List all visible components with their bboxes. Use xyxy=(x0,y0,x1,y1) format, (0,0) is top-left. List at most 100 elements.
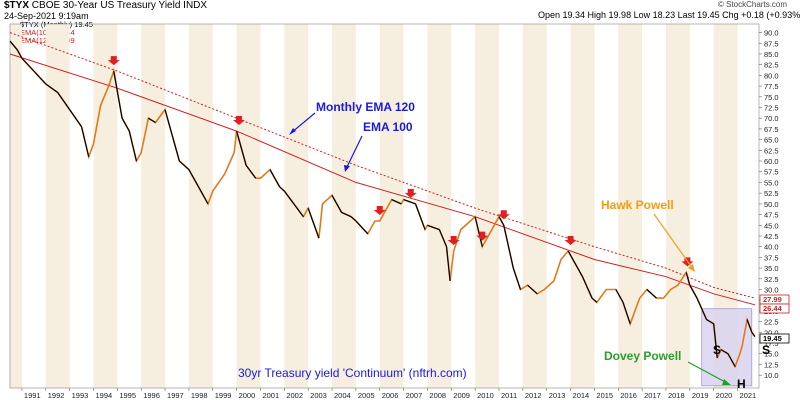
annotation-hawk: Hawk Powell xyxy=(601,198,674,212)
price-segment-down xyxy=(164,109,173,136)
y-tick-label: 70.0 xyxy=(764,114,779,123)
x-tick-label: 2020 xyxy=(716,391,733,400)
price-segment-down xyxy=(350,216,357,222)
chart-header-date: 24-Sep-2021 9:19am xyxy=(4,11,89,21)
y-tick-label: 35.0 xyxy=(764,264,779,273)
y-tick-label: 32.5 xyxy=(764,275,779,284)
price-segment-down xyxy=(727,353,736,367)
year-band xyxy=(332,24,356,388)
y-tick-label: 27.5 xyxy=(764,296,779,305)
x-tick-label: 1993 xyxy=(72,391,89,400)
x-tick-label: 1999 xyxy=(215,391,232,400)
price-tag-box xyxy=(759,333,790,344)
price-segment-down xyxy=(341,211,352,218)
x-tick-label: 2015 xyxy=(596,391,613,400)
x-tick-label: 1996 xyxy=(143,391,160,400)
x-tick-label: 2011 xyxy=(501,391,517,400)
y-tick-label: 40.0 xyxy=(764,243,779,252)
annotation-arrow-hawk xyxy=(653,213,694,270)
y-tick-label: 87.5 xyxy=(764,39,779,48)
year-band xyxy=(618,24,643,388)
hs-highlight-box xyxy=(701,308,753,387)
price-segment-down xyxy=(591,297,598,303)
price-segment-down xyxy=(713,323,718,359)
price-segment-down xyxy=(581,276,593,299)
y-tick-label: 15.0 xyxy=(764,350,779,359)
annotation-h: H xyxy=(737,377,746,391)
series-ema100-line xyxy=(9,53,756,306)
price-segment-down xyxy=(307,207,320,239)
red-arrow-marker xyxy=(681,257,694,267)
year-band xyxy=(570,24,595,388)
price-segment-down xyxy=(269,169,281,188)
year-band xyxy=(188,24,213,388)
annotation-arrow-dovey xyxy=(687,361,728,384)
red-arrow-marker xyxy=(447,235,460,245)
red-arrow-marker xyxy=(476,231,489,241)
x-tick-label: 2012 xyxy=(525,391,542,400)
annotation-s-right: S xyxy=(762,343,770,357)
legend-entry-ema120: EMA(120) 27.99 xyxy=(10,37,75,45)
annotation-dovey: Dovey Powell xyxy=(604,349,681,363)
x-tick-label: 2006 xyxy=(382,391,399,400)
x-tick-label: 2010 xyxy=(477,391,494,400)
annotation-arrow-ema100 xyxy=(345,135,363,170)
annotation-ema100: EMA 100 xyxy=(363,120,413,134)
price-tag-box xyxy=(759,294,790,305)
x-tick-label: 1992 xyxy=(48,391,65,400)
y-tick-label: 55.0 xyxy=(764,178,779,187)
year-band xyxy=(10,24,22,388)
series-price-line xyxy=(9,40,756,369)
x-tick-label: 2002 xyxy=(286,391,303,400)
year-band xyxy=(45,24,70,388)
price-segment-down xyxy=(69,109,83,128)
annotation-arrowhead-hawk xyxy=(688,264,695,272)
price-segment-down xyxy=(646,289,657,299)
y-tick-label: 30.0 xyxy=(764,286,779,295)
price-segment-down xyxy=(245,164,257,179)
chart-header-ohlc: Open 19.34 High 19.98 Low 18.23 Last 19.… xyxy=(538,10,800,20)
price-segment-down xyxy=(503,225,514,269)
y-tick-label: 50.0 xyxy=(764,200,779,209)
red-arrow-marker xyxy=(564,235,577,245)
x-tick-label: 2014 xyxy=(573,391,590,400)
chart-copyright: © StockCharts.com xyxy=(718,0,788,9)
price-segment-down xyxy=(706,318,714,325)
y-tick-label: 75.0 xyxy=(764,93,779,102)
annotation-arrowhead-dovey xyxy=(722,379,731,385)
y-tick-label: 80.0 xyxy=(764,71,779,80)
red-arrow-marker xyxy=(497,210,510,220)
x-tick-label: 2021 xyxy=(740,391,757,400)
x-tick-label: 2000 xyxy=(239,391,256,400)
price-segment-down xyxy=(512,267,522,290)
price-segment-down xyxy=(128,130,138,162)
price-segment-down xyxy=(283,190,295,205)
price-segment-down xyxy=(293,203,304,218)
price-segment-down xyxy=(567,250,574,260)
price-tag-label: 27.99 xyxy=(763,295,782,304)
annotation-arrowhead-ema100 xyxy=(344,165,350,172)
year-band xyxy=(713,24,738,388)
year-band xyxy=(93,24,118,388)
y-tick-label: 77.5 xyxy=(764,82,779,91)
annotation-arrowhead-ema120 xyxy=(289,128,296,135)
y-tick-label: 22.5 xyxy=(764,318,779,327)
price-segment-down xyxy=(414,203,426,230)
year-band xyxy=(522,24,547,388)
y-tick-label: 20.0 xyxy=(764,328,779,337)
y-tick-label: 45.0 xyxy=(764,221,779,230)
y-tick-label: 65.0 xyxy=(764,136,779,145)
red-arrow-marker xyxy=(373,205,386,215)
y-tick-label: 42.5 xyxy=(764,232,779,241)
price-segment-down xyxy=(527,284,538,295)
price-segment-down xyxy=(427,224,440,231)
y-tick-label: 52.5 xyxy=(764,189,779,198)
price-segment-down xyxy=(236,130,247,166)
price-segment-down xyxy=(622,302,631,324)
x-tick-label: 2008 xyxy=(429,391,446,400)
price-segment-down xyxy=(689,284,698,299)
y-tick-label: 47.5 xyxy=(764,211,779,220)
price-tag-label: 26.44 xyxy=(763,304,783,313)
